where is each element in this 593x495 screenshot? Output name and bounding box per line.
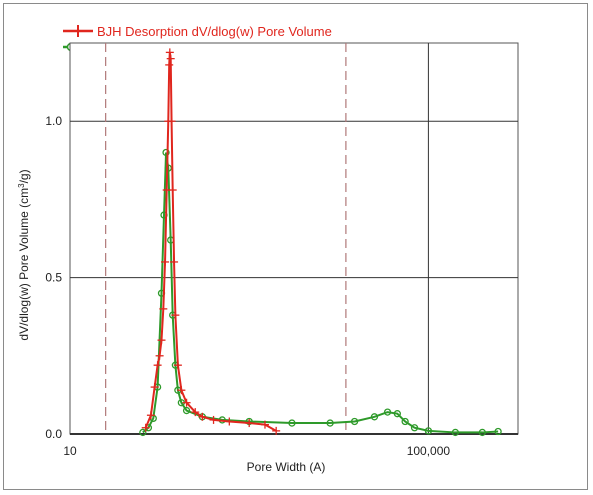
data-point-alumina bbox=[162, 148, 170, 157]
legend-entry: BJH Desorption dV/dlog(w) Pore Volume bbox=[63, 24, 332, 39]
data-point-bjh bbox=[161, 257, 170, 266]
data-point-alumina bbox=[451, 428, 460, 437]
data-point-bjh bbox=[168, 186, 177, 195]
data-point-alumina bbox=[370, 413, 379, 421]
data-point-alumina bbox=[182, 406, 191, 415]
data-point-bjh bbox=[191, 408, 200, 417]
y-axis-title-main: dV/dlog(w) Pore Volume (cm bbox=[17, 188, 31, 341]
data-point-alumina bbox=[393, 410, 401, 418]
data-point-bjh bbox=[225, 417, 234, 426]
y-axis-title-end: /g) bbox=[17, 169, 31, 183]
data-point-alumina bbox=[326, 419, 334, 427]
data-point-alumina bbox=[383, 408, 392, 416]
data-point-alumina bbox=[478, 428, 486, 437]
data-point-bjh bbox=[153, 361, 162, 370]
data-point-bjh bbox=[159, 304, 168, 313]
data-point-bjh bbox=[260, 420, 269, 429]
plot-border bbox=[69, 42, 519, 435]
data-point-bjh bbox=[245, 419, 254, 428]
legend-label: BJH Desorption dV/dlog(w) Pore Volume bbox=[97, 24, 332, 39]
data-point-bjh bbox=[272, 426, 281, 435]
data-point-bjh bbox=[182, 398, 191, 407]
data-point-bjh bbox=[170, 257, 179, 266]
y-tick-label: 1.0 bbox=[45, 114, 62, 128]
y-axis-title-sup: 3 bbox=[17, 183, 26, 188]
data-point-alumina bbox=[139, 428, 147, 437]
grid-lines bbox=[70, 43, 518, 435]
data-point-bjh bbox=[146, 411, 155, 420]
data-point-bjh bbox=[171, 311, 180, 320]
data-point-bjh bbox=[209, 415, 218, 424]
data-point-bjh bbox=[157, 336, 166, 345]
data-point-bjh bbox=[166, 54, 175, 63]
x-tick-label: 10 bbox=[63, 444, 77, 458]
data-point-alumina bbox=[401, 417, 409, 426]
axis-labels: 0.0 0.5 1.0 10 100,000 bbox=[45, 114, 450, 458]
data-point-alumina bbox=[410, 424, 419, 432]
series-layer bbox=[139, 48, 502, 437]
data-point-bjh bbox=[141, 423, 150, 432]
data-point-bjh bbox=[165, 48, 174, 57]
x-tick-label: 100,000 bbox=[407, 444, 451, 458]
data-point-alumina bbox=[164, 164, 172, 172]
data-point-bjh bbox=[198, 412, 207, 421]
x-axis-title: Pore Width (A) bbox=[247, 460, 326, 474]
data-point-bjh bbox=[177, 386, 186, 395]
data-point-alumina bbox=[350, 417, 359, 426]
data-point-alumina bbox=[424, 427, 433, 435]
data-point-alumina bbox=[288, 419, 296, 427]
data-point-bjh bbox=[167, 117, 176, 126]
y-tick-label: 0.5 bbox=[45, 271, 62, 285]
plot-area bbox=[69, 42, 519, 435]
data-point-bjh bbox=[155, 351, 164, 360]
data-point-alumina bbox=[494, 427, 502, 436]
data-point-bjh bbox=[150, 383, 159, 392]
data-point-bjh bbox=[165, 60, 174, 69]
y-tick-label: 0.0 bbox=[45, 427, 62, 441]
y-axis-title: dV/dlog(w) Pore Volume (cm3/g) bbox=[17, 169, 31, 340]
data-point-bjh bbox=[173, 361, 182, 370]
